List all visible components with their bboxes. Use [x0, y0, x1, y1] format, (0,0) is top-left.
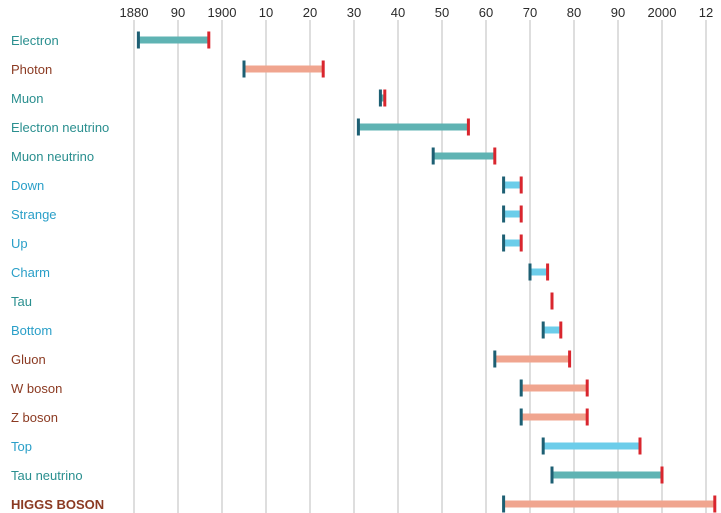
range-bar-electron: [138, 36, 209, 44]
discovered-marker-charm: [546, 263, 550, 281]
discovered-marker-top: [638, 437, 642, 455]
range-bar-top: [543, 442, 640, 450]
particle-label-muon-neutrino: Muon neutrino: [11, 149, 94, 164]
predicted-marker-bottom: [541, 321, 545, 339]
discovered-marker-higgs-boson: [713, 495, 717, 513]
range-bar-strange: [503, 210, 522, 218]
range-bar-charm: [530, 268, 548, 276]
x-axis-tick-labels: 1880 90 1900 10 20 30 40 50 60 70 80 90 2000 12: [120, 5, 714, 20]
x-tick-label: 30: [347, 5, 361, 20]
discovered-marker-z-boson: [585, 408, 589, 426]
x-tick-label: 90: [171, 5, 185, 20]
discovered-marker-muon: [383, 89, 387, 107]
x-tick-label: 80: [567, 5, 581, 20]
discovered-marker-electron: [207, 31, 211, 49]
discovered-marker-tau-neutrino: [660, 466, 664, 484]
discovered-marker-gluon: [568, 350, 572, 368]
particle-label-electron: Electron: [11, 33, 59, 48]
discovered-marker-muon-neutrino: [493, 147, 497, 165]
range-bar-gluon: [494, 355, 570, 363]
particle-label-top: Top: [11, 439, 32, 454]
predicted-marker-down: [502, 176, 506, 194]
range-bar-z-boson: [521, 413, 588, 421]
predicted-marker-muon-neutrino: [431, 147, 435, 165]
discovered-marker-bottom: [559, 321, 563, 339]
discovered-marker-tau: [550, 292, 554, 310]
particle-label-down: Down: [11, 178, 44, 193]
range-bar-up: [503, 239, 522, 247]
particle-labels: Electron Photon Muon Electron neutrino Muon …: [11, 33, 109, 512]
range-bar-bottom: [543, 326, 561, 334]
predicted-marker-up: [502, 234, 506, 252]
predicted-marker-muon: [378, 89, 382, 107]
predicted-marker-photon: [242, 60, 246, 78]
particle-label-photon: Photon: [11, 62, 52, 77]
x-tick-label: 90: [611, 5, 625, 20]
range-bar-tau-neutrino: [552, 471, 662, 479]
predicted-marker-gluon: [493, 350, 497, 368]
range-bar-down: [503, 181, 522, 189]
particle-label-strange: Strange: [11, 207, 57, 222]
particle-label-charm: Charm: [11, 265, 50, 280]
x-tick-label: 70: [523, 5, 537, 20]
predicted-marker-charm: [528, 263, 532, 281]
range-bar-photon: [244, 65, 324, 73]
particle-label-w-boson: W boson: [11, 381, 62, 396]
predicted-marker-strange: [502, 205, 506, 223]
x-tick-label: 1880: [120, 5, 149, 20]
predicted-marker-electron-neutrino: [356, 118, 360, 136]
discovered-marker-down: [519, 176, 523, 194]
range-bar-higgs-boson: [503, 500, 715, 508]
range-bar-muon-neutrino: [433, 152, 495, 160]
x-tick-label: 40: [391, 5, 405, 20]
x-tick-label: 20: [303, 5, 317, 20]
x-tick-label: 60: [479, 5, 493, 20]
predicted-marker-electron: [136, 31, 140, 49]
particle-label-higgs-boson: HIGGS BOSON: [11, 497, 104, 512]
particle-label-electron-neutrino: Electron neutrino: [11, 120, 109, 135]
particle-label-tau-neutrino: Tau neutrino: [11, 468, 83, 483]
particle-label-up: Up: [11, 236, 28, 251]
predicted-marker-top: [541, 437, 545, 455]
range-bars: [136, 31, 717, 513]
discovered-marker-w-boson: [585, 379, 589, 397]
predicted-marker-higgs-boson: [502, 495, 506, 513]
range-bar-w-boson: [521, 384, 588, 392]
particle-label-muon: Muon: [11, 91, 44, 106]
x-tick-label: 10: [259, 5, 273, 20]
x-tick-label: 50: [435, 5, 449, 20]
particle-label-gluon: Gluon: [11, 352, 46, 367]
predicted-marker-tau-neutrino: [550, 466, 554, 484]
grid-lines: [133, 20, 707, 513]
discovered-marker-photon: [321, 60, 325, 78]
particle-label-tau: Tau: [11, 294, 32, 309]
particle-label-bottom: Bottom: [11, 323, 52, 338]
particle-label-z-boson: Z boson: [11, 410, 58, 425]
discovered-marker-electron-neutrino: [466, 118, 470, 136]
discovered-marker-strange: [519, 205, 523, 223]
x-tick-label: 1900: [208, 5, 237, 20]
discovered-marker-up: [519, 234, 523, 252]
predicted-marker-z-boson: [519, 408, 523, 426]
range-bar-muon: [380, 94, 385, 102]
range-bar-electron-neutrino: [358, 123, 469, 131]
predicted-marker-w-boson: [519, 379, 523, 397]
x-tick-label: 12: [699, 5, 713, 20]
x-tick-label: 2000: [648, 5, 677, 20]
